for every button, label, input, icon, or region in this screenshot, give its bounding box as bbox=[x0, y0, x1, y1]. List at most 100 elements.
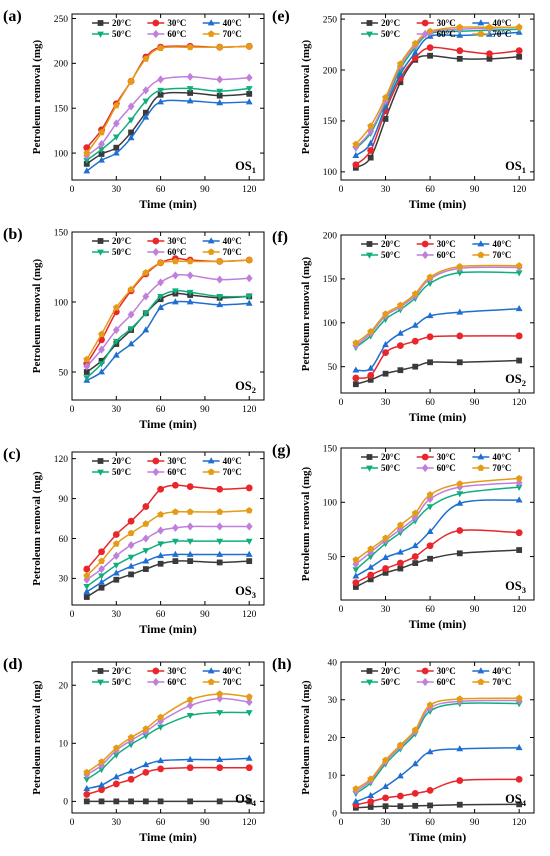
data-point-series-4 bbox=[456, 270, 464, 277]
data-point-series-6 bbox=[216, 690, 224, 697]
legend-marker bbox=[152, 29, 160, 39]
x-tick-label: 90 bbox=[470, 185, 480, 195]
data-point-series-5 bbox=[186, 271, 194, 280]
legend-label: 60°C bbox=[167, 247, 186, 257]
legend-marker bbox=[366, 31, 373, 38]
data-point-series-5 bbox=[216, 75, 224, 84]
data-point-series-2 bbox=[367, 571, 375, 579]
data-point-series-3 bbox=[186, 755, 194, 762]
data-point-series-6 bbox=[186, 696, 194, 703]
plot-frame bbox=[71, 13, 265, 181]
data-point-series-2 bbox=[142, 503, 150, 510]
panel-b: 0 30 60 90 120 50 100 150 Time (min) Petroleum re… bbox=[3, 226, 265, 431]
y-tick-label: 150 bbox=[323, 444, 338, 454]
x-tick-label: 60 bbox=[425, 185, 435, 195]
legend-marker bbox=[207, 468, 215, 475]
legend-marker bbox=[421, 463, 429, 473]
data-point-series-1 bbox=[142, 566, 149, 572]
data-point-series-2 bbox=[426, 333, 434, 341]
data-point-series-6 bbox=[245, 256, 253, 263]
y-axis-label: Petroleum removal (mg) bbox=[31, 39, 43, 154]
data-point-series-6 bbox=[396, 60, 404, 67]
legend-label: 60°C bbox=[437, 463, 456, 473]
data-point-series-3 bbox=[171, 550, 179, 557]
panel-label: (e) bbox=[272, 8, 290, 25]
legend-label: 60°C bbox=[167, 467, 186, 477]
legend-marker bbox=[97, 20, 104, 26]
data-point-series-4 bbox=[127, 326, 135, 333]
data-point-series-5 bbox=[456, 483, 464, 492]
x-axis-label: Time (min) bbox=[139, 830, 196, 844]
data-point-series-2 bbox=[127, 517, 135, 525]
plot-frame bbox=[71, 661, 265, 814]
legend-label: 20°C bbox=[112, 18, 131, 28]
series-group bbox=[352, 474, 523, 590]
data-point-series-1 bbox=[352, 584, 359, 590]
data-point-series-3 bbox=[396, 329, 404, 336]
data-point-series-5 bbox=[127, 310, 135, 319]
legend-marker bbox=[421, 677, 429, 687]
data-point-series-6 bbox=[83, 768, 91, 776]
x-axis-label: Time (min) bbox=[139, 622, 196, 636]
data-point-series-4 bbox=[112, 134, 120, 141]
data-point-series-6 bbox=[367, 122, 375, 129]
data-point-series-3 bbox=[127, 340, 135, 347]
data-point-series-6 bbox=[83, 572, 91, 579]
legend-label: 20°C bbox=[112, 456, 131, 466]
data-point-series-6 bbox=[98, 128, 105, 136]
panel-label: (b) bbox=[3, 226, 23, 243]
y-axis-label: Petroleum removal (mg) bbox=[300, 466, 312, 581]
data-point-series-2 bbox=[352, 161, 360, 169]
data-point-series-2 bbox=[456, 332, 464, 340]
data-point-series-6 bbox=[83, 355, 91, 363]
data-point-series-3 bbox=[112, 149, 120, 156]
data-point-series-3 bbox=[112, 569, 120, 576]
series-group bbox=[352, 694, 523, 811]
data-point-series-5 bbox=[245, 522, 253, 531]
data-point-series-2 bbox=[456, 47, 464, 55]
x-tick-label: 60 bbox=[425, 605, 435, 615]
legend-marker bbox=[97, 31, 104, 38]
legend-marker bbox=[207, 19, 215, 26]
legend-label: 60°C bbox=[437, 677, 456, 687]
data-point-series-6 bbox=[186, 508, 194, 515]
data-point-series-3 bbox=[456, 499, 464, 506]
legend-label: 40°C bbox=[492, 239, 511, 249]
data-point-series-2 bbox=[186, 483, 194, 490]
legend-marker bbox=[366, 252, 373, 259]
data-point-series-1 bbox=[427, 802, 433, 809]
panel-e: 0 30 60 90 120 100 150 200 250 Time (min) Petroleu… bbox=[272, 8, 535, 211]
data-point-series-4 bbox=[83, 157, 91, 164]
data-point-series-1 bbox=[367, 154, 374, 161]
data-point-series-6 bbox=[515, 474, 523, 482]
legend-marker bbox=[366, 679, 373, 686]
legend: 20°C 30°C 40°C 50°C 60°C 70°C bbox=[92, 18, 242, 39]
data-point-series-1 bbox=[486, 55, 493, 62]
data-point-series-1 bbox=[516, 801, 523, 808]
data-point-series-6 bbox=[112, 101, 120, 109]
data-point-series-3 bbox=[382, 553, 389, 561]
data-point-series-3 bbox=[426, 312, 434, 319]
legend-label: 20°C bbox=[112, 666, 131, 676]
data-point-series-1 bbox=[427, 359, 433, 366]
data-point-series-3 bbox=[396, 548, 404, 555]
data-point-series-5 bbox=[127, 102, 135, 111]
data-point-series-3 bbox=[367, 364, 375, 371]
data-point-series-4 bbox=[352, 567, 360, 574]
data-point-series-3 bbox=[426, 748, 434, 755]
legend-marker bbox=[97, 679, 104, 686]
data-point-series-4 bbox=[515, 484, 523, 491]
data-point-series-4 bbox=[83, 583, 91, 591]
series-group bbox=[83, 42, 253, 174]
data-point-series-1 bbox=[412, 560, 419, 566]
data-point-series-4 bbox=[186, 713, 194, 720]
data-point-series-6 bbox=[142, 520, 150, 527]
legend-marker bbox=[152, 457, 160, 465]
data-point-series-3 bbox=[142, 557, 150, 564]
data-point-series-2 bbox=[486, 50, 493, 58]
data-point-series-3 bbox=[186, 298, 194, 305]
data-point-series-1 bbox=[427, 52, 433, 59]
y-tick-label: 10 bbox=[328, 772, 338, 782]
data-point-series-4 bbox=[142, 98, 150, 105]
series-line-1 bbox=[86, 560, 250, 598]
